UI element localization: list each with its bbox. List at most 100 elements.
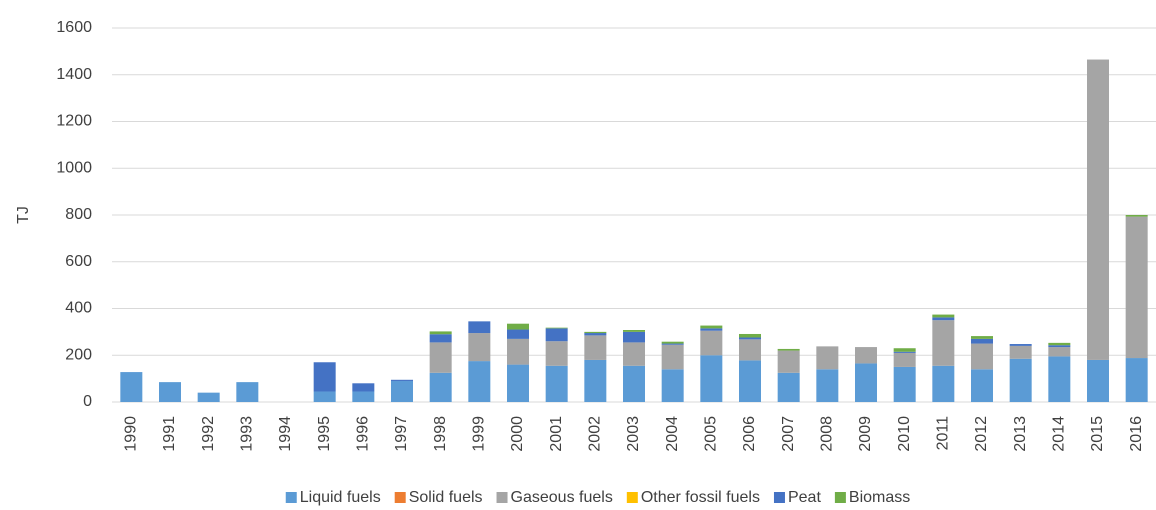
bar-segment bbox=[429, 331, 452, 335]
legend-label: Biomass bbox=[849, 489, 910, 506]
legend-swatch bbox=[285, 492, 297, 503]
bar-segment bbox=[971, 369, 993, 402]
bar-segment bbox=[816, 346, 839, 370]
legend-label: Liquid fuels bbox=[300, 489, 381, 506]
bar-segment bbox=[855, 363, 877, 402]
bar-segment bbox=[1087, 359, 1109, 402]
bar-segment bbox=[1087, 59, 1109, 360]
x-tick-label: 1995 bbox=[316, 416, 333, 452]
x-tick-label: 2012 bbox=[973, 416, 990, 452]
bar-segment bbox=[661, 341, 684, 344]
x-tick-label: 2002 bbox=[587, 416, 604, 452]
x-tick-label: 2011 bbox=[935, 416, 952, 451]
bar-segment bbox=[507, 329, 529, 339]
x-tick-label: 1993 bbox=[239, 416, 256, 452]
bar-segment bbox=[391, 379, 413, 381]
bar-segment bbox=[236, 382, 259, 402]
bar-segment bbox=[507, 364, 529, 402]
x-tick-label: 1997 bbox=[393, 416, 410, 452]
bar-segment bbox=[932, 365, 955, 402]
bar-segment bbox=[893, 348, 916, 352]
bar-segment bbox=[1009, 344, 1032, 346]
bar-segment bbox=[545, 328, 568, 342]
bar-segment bbox=[623, 331, 645, 343]
x-tick-label: 2013 bbox=[1012, 416, 1029, 452]
bar-segment bbox=[893, 351, 916, 353]
x-tick-label: 2015 bbox=[1089, 416, 1106, 452]
bar-segment bbox=[584, 359, 607, 402]
y-tick-label: 1200 bbox=[56, 113, 92, 130]
bar-segment bbox=[700, 325, 723, 329]
x-tick-label: 1998 bbox=[432, 416, 449, 452]
bar-segment bbox=[545, 327, 568, 329]
bar-segment bbox=[507, 323, 529, 330]
x-tick-label: 2001 bbox=[548, 416, 565, 452]
bar-segment bbox=[197, 392, 220, 402]
bar-segment bbox=[700, 330, 723, 356]
y-tick-label: 800 bbox=[65, 206, 92, 223]
bar-segment bbox=[429, 372, 452, 402]
bar-segment bbox=[1125, 358, 1148, 402]
y-tick-label: 600 bbox=[65, 253, 92, 270]
y-tick-label: 1400 bbox=[56, 66, 92, 83]
bar-segment bbox=[661, 369, 684, 402]
bar-segment bbox=[1125, 215, 1148, 217]
bar-segment bbox=[1125, 216, 1148, 359]
y-tick-label: 400 bbox=[65, 300, 92, 317]
legend: Liquid fuels Solid fuels Gaseous fuels Othe… bbox=[285, 489, 910, 506]
bar-segment bbox=[932, 317, 955, 321]
y-tick-label: 200 bbox=[65, 346, 92, 363]
legend-label: Other fossil fuels bbox=[641, 489, 760, 506]
bar-segment bbox=[429, 334, 452, 343]
bar-segment bbox=[623, 342, 645, 366]
legend-swatch bbox=[394, 492, 406, 503]
x-tick-label: 2004 bbox=[664, 416, 681, 452]
x-tick-label: 2006 bbox=[741, 416, 758, 452]
bar-segment bbox=[468, 333, 491, 362]
x-tick-label: 1994 bbox=[277, 416, 294, 452]
bar-segment bbox=[932, 314, 955, 318]
bar-segment bbox=[120, 372, 143, 402]
bar-segment bbox=[816, 369, 839, 402]
legend-swatch bbox=[834, 492, 846, 503]
y-tick-label: 1000 bbox=[56, 159, 92, 176]
legend-label: Gaseous fuels bbox=[511, 489, 613, 506]
legend-swatch bbox=[626, 492, 638, 503]
x-tick-label: 2016 bbox=[1128, 416, 1145, 452]
x-tick-label: 2009 bbox=[857, 416, 874, 452]
y-axis-label: TJ bbox=[15, 206, 32, 224]
x-tick-label: 1991 bbox=[161, 416, 178, 452]
x-tick-label: 2000 bbox=[509, 416, 526, 452]
bar-segment bbox=[468, 321, 491, 334]
bar-segment bbox=[971, 338, 993, 344]
bar-segment bbox=[739, 339, 761, 361]
bar-segment bbox=[352, 383, 375, 392]
bar-segment bbox=[545, 341, 568, 366]
bar-segment bbox=[1048, 345, 1071, 348]
bar-segment bbox=[507, 338, 529, 365]
bar-segment bbox=[739, 360, 761, 402]
bar-segment bbox=[1048, 342, 1071, 346]
bar-segment bbox=[159, 382, 181, 402]
bar-segment bbox=[971, 336, 993, 339]
x-tick-label: 2003 bbox=[625, 416, 642, 452]
x-tick-label: 2005 bbox=[703, 416, 720, 452]
x-tick-label: 2010 bbox=[896, 416, 913, 452]
x-tick-label: 1999 bbox=[471, 416, 488, 452]
bar-segment bbox=[932, 320, 955, 366]
bar-segment bbox=[584, 331, 607, 334]
y-tick-label: 0 bbox=[83, 393, 92, 410]
bar-segment bbox=[1009, 358, 1032, 402]
bar-segment bbox=[739, 333, 761, 338]
bar-segment bbox=[623, 330, 645, 332]
bar-segment bbox=[1009, 345, 1032, 359]
bar-segment bbox=[661, 343, 684, 345]
bar-segment bbox=[584, 333, 607, 336]
x-tick-label: 1990 bbox=[123, 416, 140, 452]
legend-swatch bbox=[496, 492, 508, 503]
bar-segment bbox=[855, 347, 877, 364]
x-tick-label: 2007 bbox=[780, 416, 797, 452]
bar-segment bbox=[1048, 356, 1071, 402]
bar-segment bbox=[971, 343, 993, 370]
